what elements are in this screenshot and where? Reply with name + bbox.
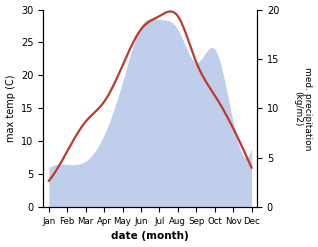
Y-axis label: max temp (C): max temp (C) xyxy=(5,75,16,142)
X-axis label: date (month): date (month) xyxy=(111,231,189,242)
Y-axis label: med. precipitation
(kg/m2): med. precipitation (kg/m2) xyxy=(293,67,313,150)
